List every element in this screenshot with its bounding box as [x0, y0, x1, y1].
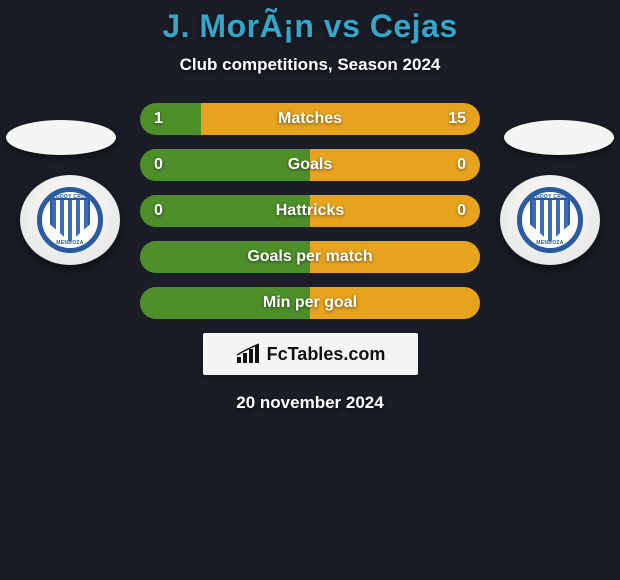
stat-row-hattricks: 0 Hattricks 0	[140, 195, 480, 227]
stat-right-value: 0	[457, 202, 466, 220]
stat-row-goals-per-match: Goals per match	[140, 241, 480, 273]
stat-right-value: 0	[457, 156, 466, 174]
bars-icon	[235, 343, 261, 365]
player-right-photo	[504, 120, 614, 155]
player-left-photo	[6, 120, 116, 155]
stat-label: Min per goal	[140, 294, 480, 312]
comparison-card: J. MorÃ¡n vs Cejas Club competitions, Se…	[0, 0, 620, 580]
page-title: J. MorÃ¡n vs Cejas	[0, 0, 620, 45]
stat-label: Goals	[140, 156, 480, 174]
crest-ring: GODOY CRUZ MENDOZA	[517, 187, 583, 253]
crest-ring: GODOY CRUZ MENDOZA	[37, 187, 103, 253]
stat-label: Hattricks	[140, 202, 480, 220]
stats-block: 1 Matches 15 0 Goals 0 0 Hattricks 0 Goa…	[140, 103, 480, 319]
source-logo: FcTables.com	[203, 333, 418, 375]
stat-right-value: 15	[448, 110, 466, 128]
stat-label: Matches	[140, 110, 480, 128]
shield-icon	[50, 198, 90, 242]
subtitle: Club competitions, Season 2024	[0, 55, 620, 75]
stat-row-goals: 0 Goals 0	[140, 149, 480, 181]
stat-label: Goals per match	[140, 248, 480, 266]
source-logo-text: FcTables.com	[267, 344, 386, 365]
crest-bottom-text: MENDOZA	[536, 240, 563, 246]
crest-bottom-text: MENDOZA	[56, 240, 83, 246]
stat-row-min-per-goal: Min per goal	[140, 287, 480, 319]
club-crest-right: GODOY CRUZ MENDOZA	[500, 175, 600, 265]
shield-icon	[530, 198, 570, 242]
club-crest-left: GODOY CRUZ MENDOZA	[20, 175, 120, 265]
stat-row-matches: 1 Matches 15	[140, 103, 480, 135]
date-text: 20 november 2024	[0, 393, 620, 413]
